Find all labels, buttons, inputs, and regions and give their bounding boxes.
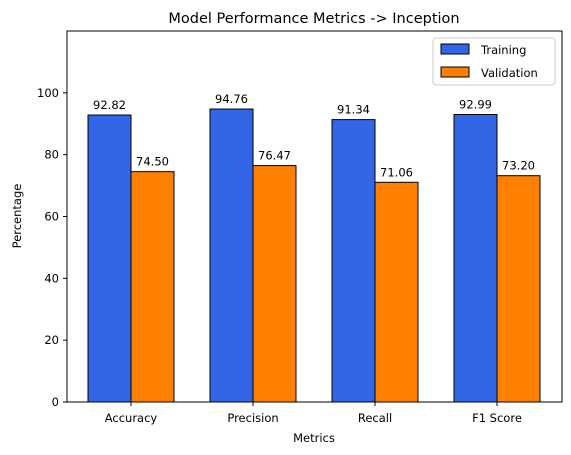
legend: Training Validation [432,37,556,86]
y-tick-label: 100 [37,86,59,100]
bar-training-recall [331,119,376,403]
data-label-validation-recall: 71.06 [380,165,413,179]
y-tick-label: 60 [44,210,59,224]
data-label-training-accuracy: 92.82 [93,98,126,112]
bar-training-precision [209,108,254,403]
bar-validation-accuracy [130,171,175,403]
y-tick-label: 20 [44,333,59,347]
bars-group: 92.82 74.50 94.76 76.47 91.34 71.06 92.99 73.20 [87,92,541,403]
legend-swatch-validation [440,66,470,78]
y-tick-label: 40 [44,271,59,285]
y-axis-ticks: 0 20 40 60 80 100 [37,86,67,409]
bar-training-f1-score [453,114,498,403]
bar-validation-precision [252,165,297,403]
data-label-training-recall: 91.34 [337,103,370,117]
y-tick-label: 80 [44,148,59,162]
x-tick-label: Precision [227,411,278,425]
y-tick-label: 0 [52,395,59,409]
legend-label-training: Training [480,43,526,57]
legend-label-validation: Validation [481,66,538,80]
data-label-validation-f1-score: 73.20 [502,159,535,173]
data-label-validation-accuracy: 74.50 [136,155,169,169]
bar-validation-recall [374,181,419,403]
chart-title: Model Performance Metrics -> Inception [168,11,459,27]
y-axis-label: Percentage [10,184,24,249]
data-label-training-precision: 94.76 [215,92,248,106]
data-label-validation-precision: 76.47 [258,149,291,163]
x-tick-label: F1 Score [472,411,522,425]
x-axis-label: Metrics [293,431,335,445]
data-label-training-f1-score: 92.99 [459,98,492,112]
bar-validation-f1-score [496,175,541,403]
plot-frame [66,30,563,403]
x-axis-ticks: Accuracy Precision Recall F1 Score [105,402,522,425]
x-tick-label: Accuracy [105,411,158,425]
bar-training-accuracy [87,114,132,403]
legend-swatch-training [440,43,470,55]
x-tick-label: Recall [358,411,392,425]
